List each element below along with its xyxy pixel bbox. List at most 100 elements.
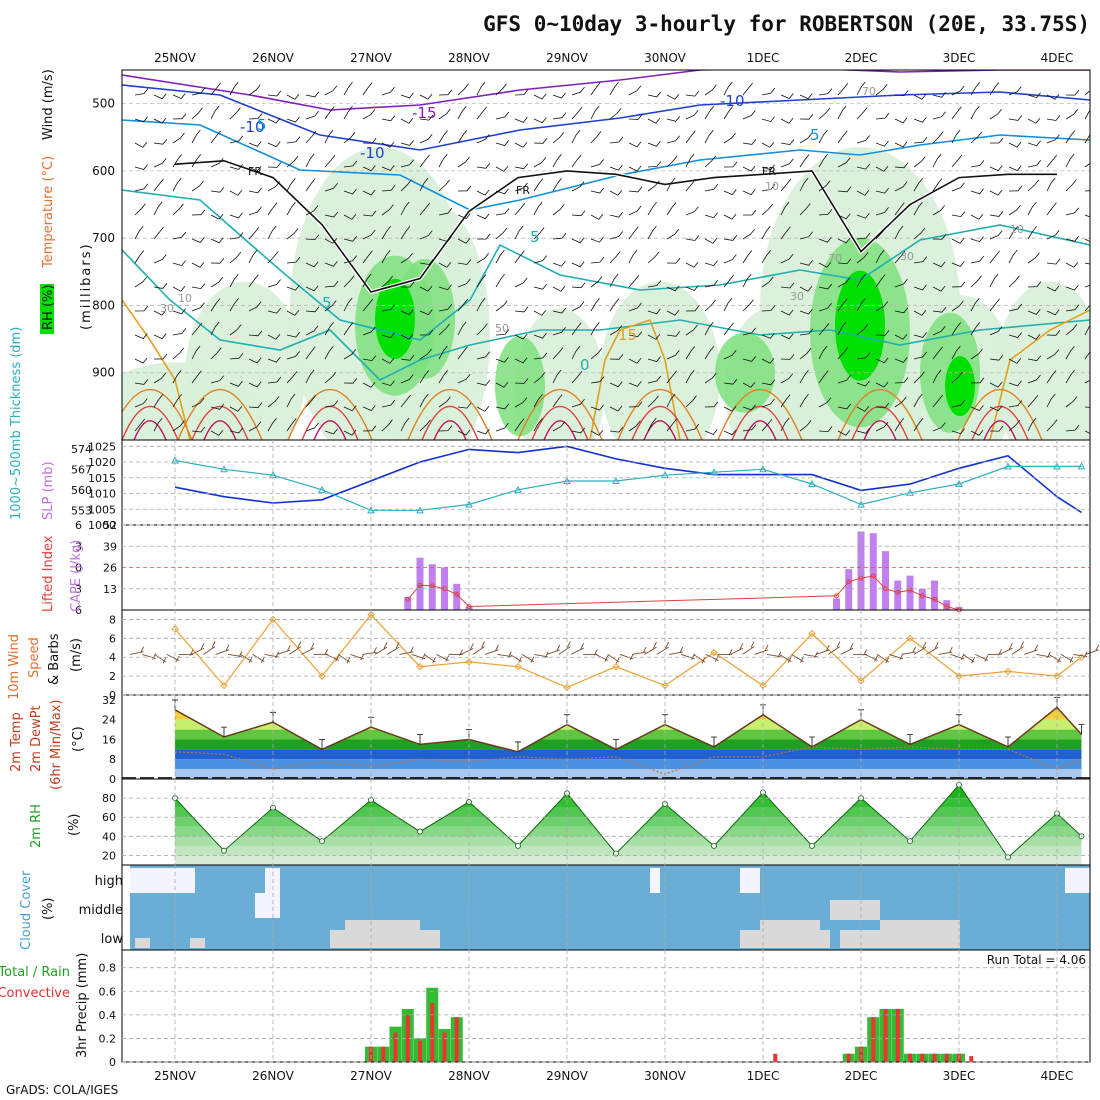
wind-barb: [495, 403, 510, 410]
wind-barb: [723, 213, 737, 220]
wind-barb-10m: [362, 647, 377, 655]
wind-barb: [856, 406, 870, 412]
wind-barb: [248, 84, 261, 96]
wind-barb: [248, 206, 262, 216]
wind-barb: [419, 348, 432, 360]
wind-barb: [552, 92, 566, 99]
wind-barb: [666, 229, 680, 240]
wind-barb: [324, 300, 337, 312]
wind-barb: [476, 380, 491, 386]
wind-barb: [761, 276, 774, 288]
wind-barb: [894, 278, 908, 288]
wind-barb: [590, 297, 600, 312]
wind-barb: [799, 154, 810, 168]
wind-barb: [704, 429, 718, 435]
wind-barb: [1046, 115, 1061, 121]
wind-barb: [951, 300, 964, 312]
li-tick-label: 6: [75, 604, 82, 617]
wind-barb: [875, 112, 890, 120]
wind-barb: [362, 405, 376, 411]
wind-barb: [856, 107, 868, 120]
cloud-low-patch: [760, 920, 820, 930]
ylabel-cape: CAPE (J/kg): [69, 540, 84, 612]
wind-barb: [685, 90, 700, 97]
wind-barb: [476, 213, 490, 220]
wind-barb: [628, 85, 642, 96]
wind-barb: [951, 322, 962, 336]
cloud-low-patch: [830, 900, 880, 920]
wind-barb: [704, 238, 718, 244]
wind-barb: [989, 211, 1004, 217]
wind-barb: [305, 346, 316, 360]
wind-barb: [267, 334, 281, 340]
wind-barb: [172, 154, 183, 168]
wind-barb: [1084, 351, 1090, 360]
wind-barb-10m: [436, 653, 450, 662]
rh-tick-label: 40: [102, 830, 116, 843]
wind-barb: [875, 421, 889, 432]
wind-barb: [837, 130, 848, 144]
wind-barb: [381, 419, 393, 432]
wind-barb: [248, 187, 263, 194]
wind-barb: [343, 105, 353, 120]
wind-barb: [875, 301, 889, 312]
wind-barb: [134, 88, 149, 96]
wind-barb: [419, 419, 431, 432]
wind-barb: [970, 255, 985, 264]
wind-barb: [837, 186, 852, 193]
wind-barb: [134, 164, 149, 170]
wind-barb-10m: [975, 653, 989, 662]
temperature-line: [174, 706, 1083, 753]
wind-barb: [647, 356, 661, 362]
wind-barb: [362, 425, 377, 432]
ylabel-millibars: (millibars): [79, 242, 94, 330]
wind-barb: [571, 210, 586, 217]
precip-convective-bar: [381, 1046, 386, 1062]
wind-barb: [628, 401, 643, 408]
wind-barb: [1027, 374, 1041, 384]
wind-barb: [438, 153, 448, 168]
wind-barb: [590, 347, 603, 360]
wind-barb-10m: [840, 643, 854, 655]
precip-convective-bar: [969, 1056, 974, 1062]
wind-barb-10m: [313, 648, 329, 656]
wind-barb: [400, 92, 414, 99]
wind-barb: [894, 396, 907, 408]
wind-barb: [590, 159, 604, 168]
wind-barb: [381, 249, 391, 264]
precip-convective-bar: [871, 1017, 876, 1062]
wind-barb: [324, 129, 334, 144]
wind-speed-marker: [514, 662, 522, 671]
wind-barb: [894, 181, 908, 192]
ylabel-2m-temp: 2m Temp: [9, 712, 24, 772]
wind-barb-10m: [644, 641, 657, 655]
wind-barb-10m: [411, 653, 426, 660]
wind-barb: [989, 405, 1003, 412]
top-date-label: 29NOV: [546, 51, 588, 65]
lifted-index-marker: [932, 596, 937, 602]
wind-barb: [419, 230, 433, 240]
wind-barb: [951, 237, 965, 244]
wind-barb: [1084, 90, 1090, 96]
wind-barb: [1065, 424, 1080, 432]
wind-barb: [685, 235, 700, 241]
wind-barb: [324, 428, 338, 435]
wind-barb: [438, 284, 452, 291]
wind-barb: [533, 310, 547, 316]
temperature-band: [175, 709, 1082, 720]
temp-tick-label: 0: [109, 773, 116, 786]
wind-barb: [856, 163, 871, 170]
footer-credit: GrADS: COLA/IGES: [6, 1083, 119, 1097]
isotherm-15b: [589, 318, 681, 440]
lifted-index-marker: [919, 593, 925, 599]
wind-barb: [666, 177, 676, 192]
wind-barb: [875, 187, 890, 194]
wind-barb: [1027, 252, 1040, 264]
wind-barb: [324, 371, 337, 384]
wind-barb: [552, 421, 566, 432]
rh-marker: [613, 850, 619, 857]
cape-tick-label: 13: [103, 583, 117, 596]
rh-marker: [1005, 854, 1011, 861]
wind-barb-10m: [718, 649, 733, 656]
wind-barb: [913, 371, 925, 384]
